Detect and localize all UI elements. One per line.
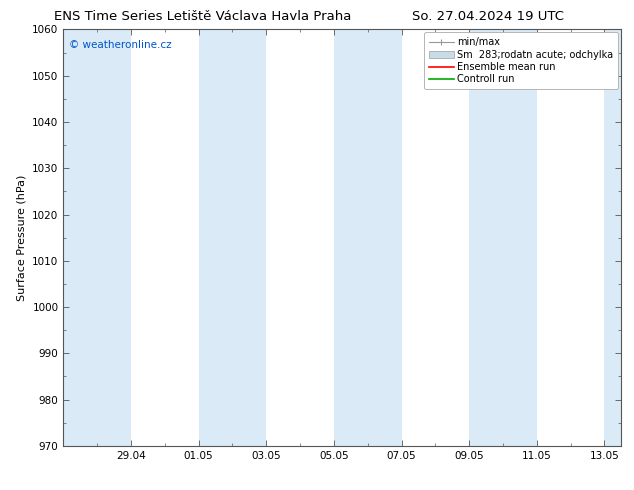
Bar bbox=[198, 29, 266, 446]
Text: © weatheronline.cz: © weatheronline.cz bbox=[69, 40, 172, 50]
Bar bbox=[334, 29, 401, 446]
Y-axis label: Surface Pressure (hPa): Surface Pressure (hPa) bbox=[16, 174, 27, 301]
Text: So. 27.04.2024 19 UTC: So. 27.04.2024 19 UTC bbox=[412, 10, 564, 23]
Text: ENS Time Series Letiště Václava Havla Praha: ENS Time Series Letiště Václava Havla Pr… bbox=[54, 10, 352, 23]
Bar bbox=[604, 29, 621, 446]
Bar bbox=[63, 29, 131, 446]
Bar bbox=[469, 29, 537, 446]
Legend: min/max, Sm  283;rodatn acute; odchylka, Ensemble mean run, Controll run: min/max, Sm 283;rodatn acute; odchylka, … bbox=[424, 32, 618, 89]
